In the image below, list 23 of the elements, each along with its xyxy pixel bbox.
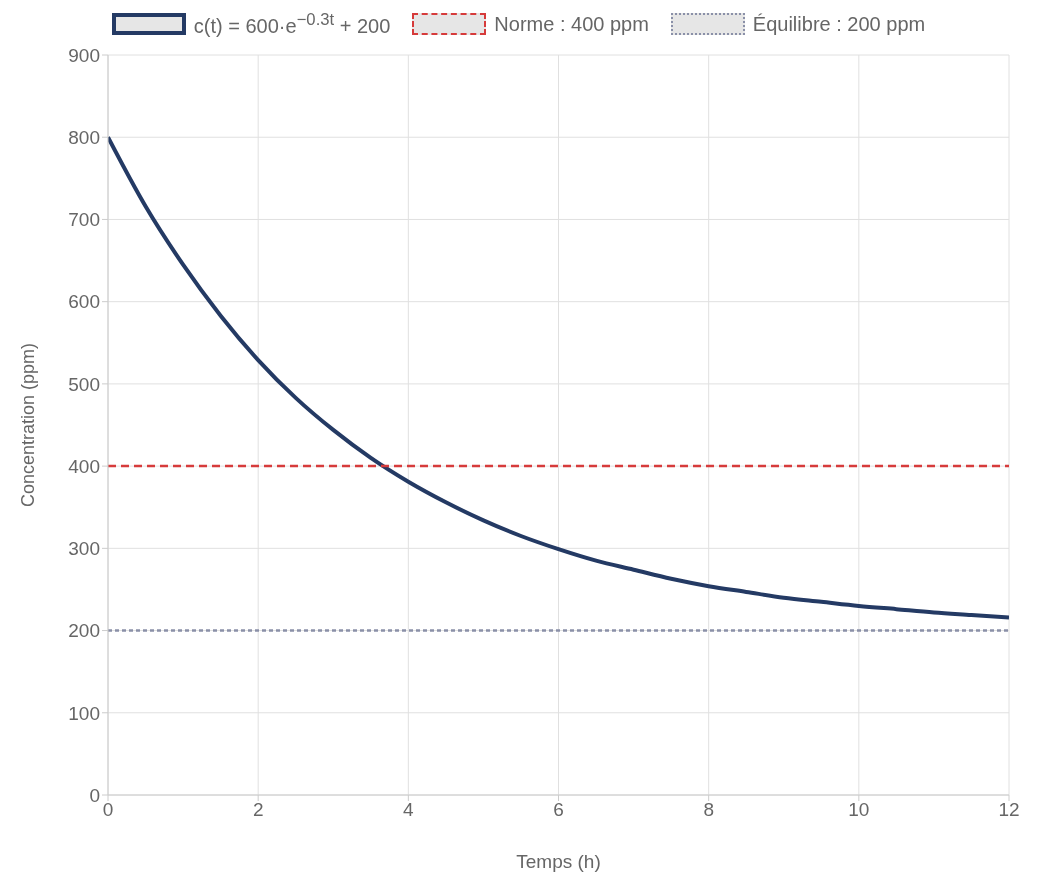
x-axis-title: Temps (h) xyxy=(516,851,601,872)
x-tick-label: 12 xyxy=(998,799,1020,821)
legend-label: Norme : 400 ppm xyxy=(494,12,649,36)
y-axis-title: Concentration (ppm) xyxy=(18,342,39,508)
legend-label: Équilibre : 200 ppm xyxy=(752,12,926,36)
y-tick-label: 500 xyxy=(68,373,100,395)
x-tick-label: 6 xyxy=(553,799,564,821)
legend-label: c(t) = 600·e$^{−0.3t}$ + 200 xyxy=(193,10,391,38)
line-series xyxy=(108,135,1009,620)
y-tick-label: 900 xyxy=(68,44,100,66)
y-tick-label: 200 xyxy=(68,620,100,642)
x-tick-label: 0 xyxy=(102,799,114,821)
x-tick-label: 4 xyxy=(403,799,415,821)
y-tick-label: 700 xyxy=(68,209,100,231)
y-tick-label: 400 xyxy=(68,455,100,477)
x-tick-label: 10 xyxy=(848,799,870,821)
y-tick-label: 800 xyxy=(68,126,100,148)
y-tick-label: 100 xyxy=(68,702,100,724)
y-tick-label: 0 xyxy=(89,784,100,806)
x-tick-label: 2 xyxy=(252,799,264,821)
y-tick-label: 300 xyxy=(68,538,100,560)
x-tick-label: 8 xyxy=(703,799,714,821)
y-tick-label: 600 xyxy=(68,291,100,313)
